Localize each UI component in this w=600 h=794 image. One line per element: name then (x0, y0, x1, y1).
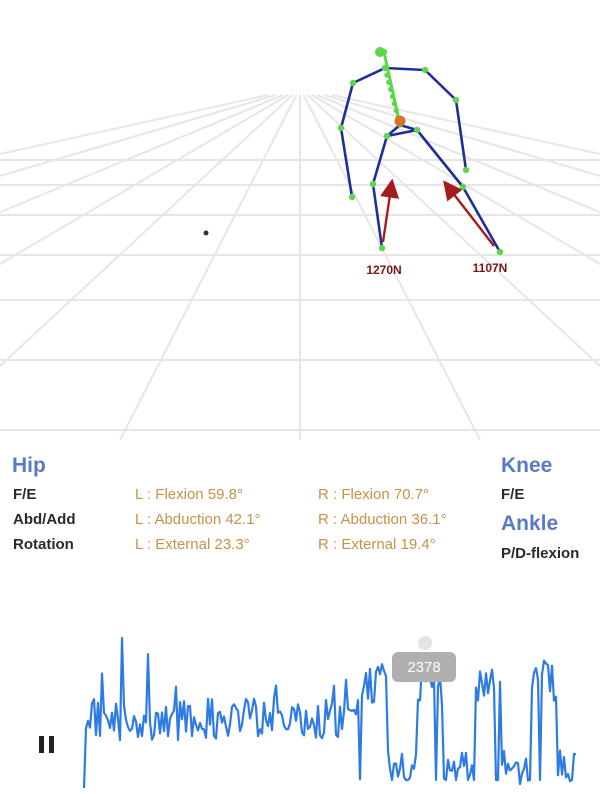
ankle-pd-flexion-label: P/D-flexion (501, 545, 580, 562)
hip-rot-right-value: R : External 19.4° (318, 536, 436, 553)
force-arrow-left (380, 178, 400, 243)
bone-segment (371, 182, 384, 250)
force-arrow-right (443, 180, 495, 247)
knee-fe-label: F/E (501, 486, 525, 503)
joint-rkn (459, 183, 467, 191)
joint-lan (378, 244, 386, 252)
force-label-left: 1270N (366, 263, 401, 277)
bone-segment (454, 98, 468, 172)
spine-joint (386, 79, 392, 85)
joint-ran (496, 248, 504, 256)
pelvis-joint (394, 115, 406, 127)
hip-rotation-label: Rotation (13, 536, 74, 553)
joint-lkn (369, 180, 377, 188)
grid-line (316, 94, 600, 214)
hip-heading: Hip (12, 454, 46, 477)
grid-line (302, 94, 481, 440)
bone-segment (423, 68, 458, 102)
hip-fe-left-value: L : Flexion 59.8° (135, 486, 244, 503)
joint-lwr (348, 193, 356, 201)
skeleton-figure (337, 47, 504, 256)
hip-abd-right-value: R : Abduction 36.1° (318, 511, 447, 528)
signal-timeline[interactable] (0, 620, 600, 794)
bone-segment (461, 185, 502, 254)
bone-segment (385, 128, 419, 138)
joint-lhip (383, 132, 391, 140)
head-joint (375, 47, 385, 57)
grid-line (0, 94, 294, 368)
knee-heading: Knee (501, 454, 553, 477)
hip-abd-add-label: Abd/Add (13, 511, 76, 528)
force-label-right: 1107N (473, 261, 508, 275)
hip-rot-left-value: L : External 23.3° (135, 536, 250, 553)
pause-bar-right (49, 736, 54, 753)
joint-rsh (421, 66, 429, 74)
spine-joint (388, 86, 394, 92)
pause-bar-left (39, 736, 44, 753)
grid-line (0, 94, 289, 266)
hip-abd-left-value: L : Abduction 42.1° (135, 511, 261, 528)
grid-line (306, 94, 600, 368)
grid-line (0, 94, 269, 155)
frame-number-badge: 2378 (392, 652, 456, 682)
joint-rhip (413, 126, 421, 134)
joint-neck (381, 64, 389, 72)
grid-line (311, 94, 600, 266)
grid-line (0, 94, 284, 214)
scene-marker-dot (203, 230, 209, 236)
grid-line (119, 94, 298, 440)
spine-joint (393, 108, 399, 114)
floor-grid (0, 94, 600, 440)
skeleton-3d-view[interactable]: 1270N 1107N (0, 0, 600, 440)
hip-fe-right-value: R : Flexion 70.7° (318, 486, 430, 503)
bone-segment (383, 66, 427, 72)
signal-trace (82, 636, 577, 789)
joint-rwr (462, 166, 470, 174)
bone-segment (339, 126, 354, 199)
grid-line (331, 94, 600, 155)
spine-joint (391, 101, 397, 107)
bone-segment (339, 81, 355, 130)
ground-reaction-forces (380, 178, 495, 247)
hip-fe-label: F/E (13, 486, 37, 503)
ankle-heading: Ankle (501, 512, 559, 535)
spine-joint (384, 72, 390, 78)
pause-icon[interactable] (39, 736, 55, 753)
joint-rel (452, 96, 460, 104)
joint-lsh (349, 79, 357, 87)
grid-line (323, 94, 600, 178)
joint-lel (337, 124, 345, 132)
bone-segment (351, 66, 387, 85)
bone-segment (371, 134, 389, 186)
timeline-scrubber-handle[interactable] (418, 636, 432, 650)
spine-joint (389, 93, 396, 100)
bone-segment (415, 128, 465, 189)
grid-line (0, 94, 277, 178)
